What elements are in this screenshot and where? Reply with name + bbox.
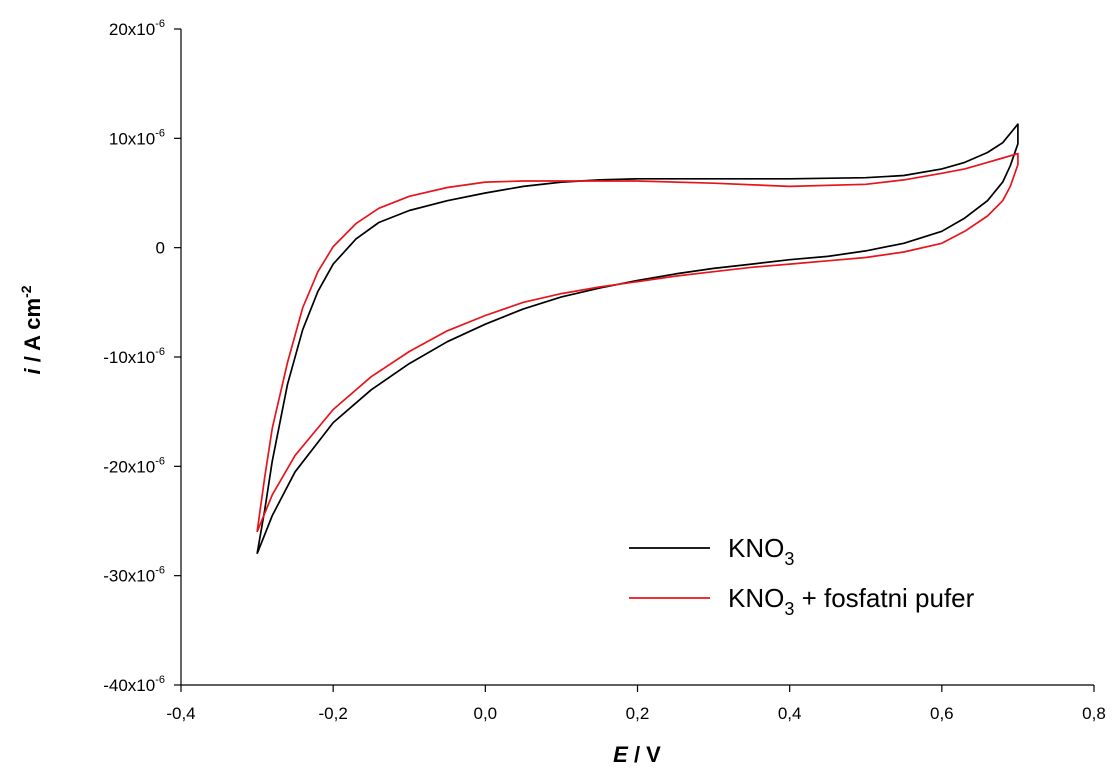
legend-label-rest: + fosfatni pufer (794, 583, 974, 613)
legend-label-main: KNO (728, 533, 784, 563)
y-tick-exponent: -6 (155, 674, 165, 686)
y-axis-unit-exponent: -2 (18, 285, 34, 298)
y-tick-mantissa: 10x10 (109, 129, 155, 148)
y-tick-label: -30x10-6 (103, 565, 165, 586)
series-line-1 (256, 123, 1019, 555)
x-tick-label: 0,0 (474, 704, 498, 723)
y-tick-label: 20x10-6 (109, 18, 165, 39)
x-tick-label: -0,2 (319, 704, 348, 723)
x-tick-label: 0,4 (778, 704, 802, 723)
x-tick-label: 0,8 (1082, 704, 1106, 723)
y-tick-mantissa: -20x10 (103, 457, 155, 476)
x-tick-label: 0,6 (930, 704, 954, 723)
series-line-2 (256, 152, 1019, 533)
y-axis-title: i / A cm-2 (18, 285, 45, 374)
y-tick-label: 10x10-6 (109, 127, 165, 148)
y-tick-label: -40x10-6 (103, 674, 165, 695)
x-axis-unit: / V (628, 742, 661, 767)
y-tick-exponent: -6 (155, 346, 165, 358)
axes: -0,4 -0,2 0,0 0,2 0,4 0,6 0,820x10-610x10-60-1… (103, 18, 1106, 723)
y-tick-exponent: -6 (155, 565, 165, 577)
legend-label-2: KNO3 + fosfatni pufer (728, 583, 975, 619)
y-tick-mantissa: 20x10 (109, 20, 155, 39)
x-axis-title: E / V (613, 742, 661, 767)
y-tick-exponent: -6 (155, 455, 165, 467)
y-tick-exponent: -6 (155, 18, 165, 30)
y-tick-label: -10x10-6 (103, 346, 165, 367)
y-axis-unit: / A cm (20, 298, 45, 369)
legend-label-subscript: 3 (784, 549, 794, 569)
y-tick-mantissa: -30x10 (103, 567, 155, 586)
x-tick-label: -0,4 (166, 704, 195, 723)
x-tick-label: 0,2 (626, 704, 650, 723)
y-tick-mantissa: 0 (156, 239, 165, 258)
legend-label-1: KNO3 (728, 533, 794, 569)
series-layer (256, 123, 1019, 555)
y-tick-label: -20x10-6 (103, 455, 165, 476)
y-tick-exponent: -6 (155, 127, 165, 139)
legend-label-main: KNO (728, 583, 784, 613)
y-axis-symbol: i (20, 368, 45, 375)
y-tick-mantissa: -10x10 (103, 348, 155, 367)
x-axis-symbol: E (613, 742, 629, 767)
legend-label-subscript: 3 (784, 599, 794, 619)
y-tick-label: 0 (156, 239, 165, 258)
y-tick-mantissa: -40x10 (103, 676, 155, 695)
